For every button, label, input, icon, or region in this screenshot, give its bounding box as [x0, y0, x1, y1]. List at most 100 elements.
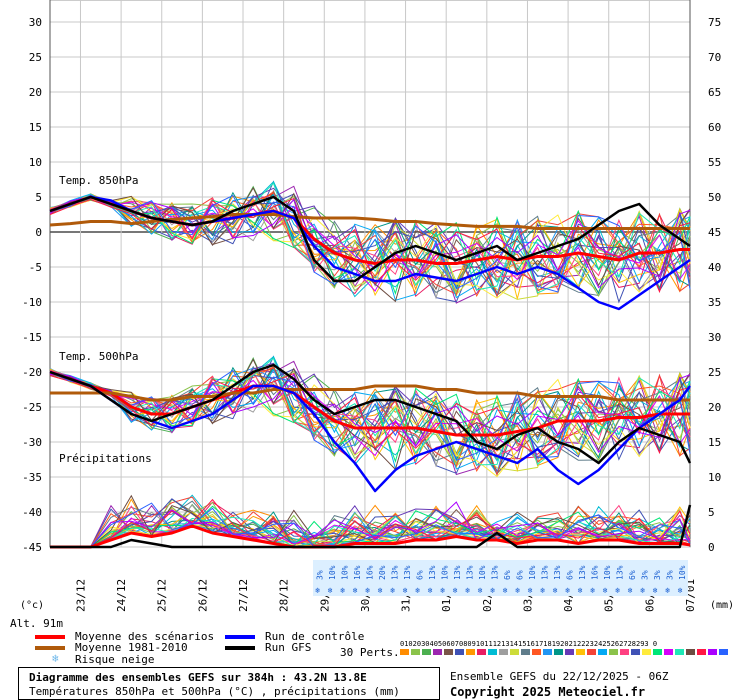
snowflake-icon: ❄ [378, 586, 383, 595]
y-tick-right: 25 [708, 366, 721, 379]
pert-swatch [653, 649, 662, 655]
x-tick-label: 23/12 [74, 579, 87, 612]
pert-swatch [697, 649, 706, 655]
snow-risk-value: 6% [628, 570, 637, 580]
pert-swatch [719, 649, 728, 655]
ensemble-member-line [50, 502, 691, 548]
pert-swatch [466, 649, 475, 655]
pert-swatch [620, 649, 629, 655]
snow-risk-value: 10% [528, 565, 537, 580]
snow-risk-value: 10% [340, 565, 349, 580]
y-tick-left: -35 [22, 471, 42, 484]
y-tick-right: 30 [708, 331, 721, 344]
x-tick-label: 26/12 [196, 579, 209, 612]
copyright: Copyright 2025 Meteociel.fr [450, 685, 646, 699]
pert-swatch [422, 649, 431, 655]
x-tick-label: 27/12 [237, 579, 250, 612]
pert-swatch [532, 649, 541, 655]
y-axis-left: 30 25 20 15 10 5 0 -5 -10 -15 -20 -25 -30 -35 -40 -45 [22, 16, 42, 554]
altitude-label: Alt. 91m [10, 617, 63, 630]
perts-label: 30 Perts. [340, 646, 400, 659]
footer-box: Diagramme des ensembles GEFS sur 384h : … [18, 667, 440, 700]
snow-risk-value: 10% [328, 565, 337, 580]
y-tick-right: 0 [708, 541, 715, 554]
pert-swatch [609, 649, 618, 655]
pert-swatch [598, 649, 607, 655]
snow-risk-value: 6% [503, 570, 512, 580]
y-tick-left: 25 [29, 51, 42, 64]
series-t850-run-gfs [49, 195, 691, 283]
ensemble-member-line [50, 501, 691, 548]
ensemble-member-line [50, 515, 691, 548]
y-unit-right: (mm) [710, 600, 735, 611]
footer-subtitle: Températures 850hPa et 500hPa (°C) , pré… [29, 685, 400, 698]
snowflake-icon: ❄ [615, 586, 620, 595]
pert-swatch [499, 649, 508, 655]
snowflake-icon: ❄ [553, 586, 558, 595]
y-tick-right: 60 [708, 121, 721, 134]
perts-numbers: 0102030405060708091011121314151617181920… [400, 640, 658, 648]
ensemble-member-line [49, 369, 691, 456]
legend-snow: Risque neige [75, 653, 155, 666]
snow-risk-value: 10% [478, 565, 487, 580]
series-t500-moyenne-1981-2010 [50, 384, 690, 402]
y-tick-right: 65 [708, 86, 721, 99]
snowflake-icon: ❄ [515, 586, 520, 595]
series-t500-moyenne-des-sc-narios [49, 370, 690, 437]
snowflake-icon: ❄ [540, 586, 545, 595]
series-t500-run-gfs [49, 363, 692, 465]
snow-risk-value: 13% [615, 565, 624, 580]
pert-swatch [488, 649, 497, 655]
label-t500: Temp. 500hPa [59, 350, 138, 363]
x-tick-label: 28/12 [278, 579, 291, 612]
pert-swatch [587, 649, 596, 655]
snowflake-icon: ❄ [453, 586, 458, 595]
snowflake-icon: ❄ [528, 586, 533, 595]
y-tick-left: -30 [22, 436, 42, 449]
snowflake-icon: ❄ [590, 586, 595, 595]
y-tick-right: 10 [708, 471, 721, 484]
snowflake-icon: ❄ [465, 586, 470, 595]
snow-risk-value: 6% [565, 570, 574, 580]
label-precip: Précipitations [59, 452, 152, 465]
pert-swatch [521, 649, 530, 655]
snowflake-icon: ❄ [390, 586, 395, 595]
pert-swatch [455, 649, 464, 655]
snowflake-icon: ❄ [565, 586, 570, 595]
y-tick-right: 55 [708, 156, 721, 169]
y-tick-left: 20 [29, 86, 42, 99]
ensemble-member-line [49, 192, 691, 298]
y-tick-left: -10 [22, 296, 42, 309]
y-tick-left: 0 [35, 226, 42, 239]
snow-risk-value: 13% [453, 565, 462, 580]
y-unit-left: (°c) [20, 600, 45, 611]
snow-risk-value: 3% [653, 570, 662, 580]
snow-risk-value: 10% [603, 565, 612, 580]
snowflake-icon: ❄ [52, 652, 59, 665]
pert-swatch [554, 649, 563, 655]
pert-swatch [631, 649, 640, 655]
y-tick-left: 5 [35, 191, 42, 204]
pert-swatch [664, 649, 673, 655]
snowflake-icon: ❄ [403, 586, 408, 595]
ensemble-member-line [50, 517, 691, 548]
snowflake-icon: ❄ [640, 586, 645, 595]
pert-swatch [565, 649, 574, 655]
snow-risk-value: 13% [403, 565, 412, 580]
pert-swatch [686, 649, 695, 655]
snowflake-icon: ❄ [428, 586, 433, 595]
snowflake-icon: ❄ [653, 586, 658, 595]
label-t850: Temp. 850hPa [59, 174, 138, 187]
pert-swatch [433, 649, 442, 655]
series-precip-run-gfs [50, 504, 692, 549]
snowflake-icon: ❄ [340, 586, 345, 595]
y-tick-right: 50 [708, 191, 721, 204]
y-tick-right: 70 [708, 51, 721, 64]
snow-risk-value: 6% [415, 570, 424, 580]
ensemble-member-line [49, 193, 691, 301]
y-tick-right: 15 [708, 436, 721, 449]
snow-risk-value: 16% [365, 565, 374, 580]
ensemble-member-line [49, 182, 691, 294]
ensemble-member-line [49, 194, 691, 293]
